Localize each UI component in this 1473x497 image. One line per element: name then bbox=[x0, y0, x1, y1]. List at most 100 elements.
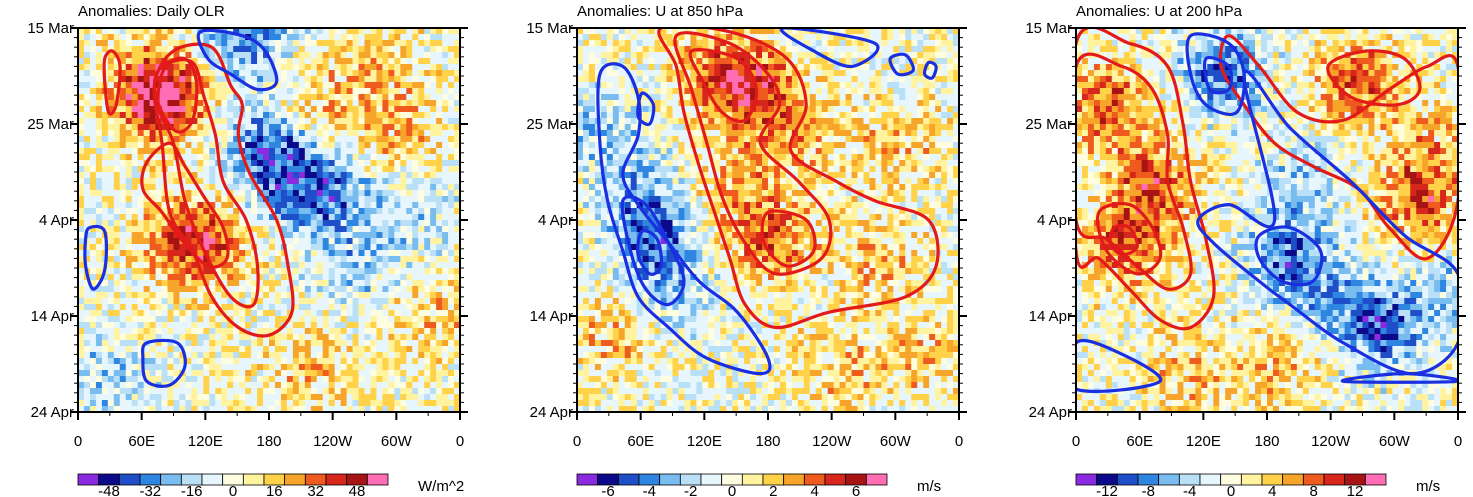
field-cell bbox=[173, 130, 181, 137]
field-cell bbox=[155, 220, 163, 227]
field-cell bbox=[394, 172, 401, 179]
field-cell bbox=[155, 244, 163, 251]
field-cell bbox=[624, 34, 632, 41]
field-cell bbox=[185, 154, 193, 161]
field-cell bbox=[382, 106, 389, 113]
field-cell bbox=[280, 328, 288, 335]
field-cell bbox=[304, 406, 312, 412]
field-cell bbox=[292, 364, 300, 371]
field-cell bbox=[263, 172, 270, 179]
field-cell bbox=[845, 58, 853, 65]
field-cell bbox=[394, 292, 401, 299]
field-cell bbox=[334, 100, 342, 107]
field-cell bbox=[113, 34, 121, 41]
field-cell bbox=[577, 70, 584, 77]
field-cell bbox=[257, 208, 264, 215]
field-cell bbox=[412, 382, 419, 389]
field-cell bbox=[274, 280, 282, 287]
field-cell bbox=[149, 166, 157, 173]
field-cell bbox=[78, 268, 85, 275]
field-cell bbox=[221, 382, 228, 389]
field-cell bbox=[370, 94, 378, 101]
field-cell bbox=[173, 280, 181, 287]
field-cell bbox=[155, 268, 163, 275]
field-cell bbox=[364, 40, 372, 47]
field-cell bbox=[280, 112, 288, 119]
field-cell bbox=[412, 298, 419, 305]
field-cell bbox=[334, 286, 342, 293]
field-cell bbox=[245, 268, 252, 275]
field-cell bbox=[953, 46, 959, 53]
field-cell bbox=[376, 316, 384, 323]
field-cell bbox=[376, 46, 384, 53]
field-cell bbox=[269, 280, 276, 287]
field-cell bbox=[364, 148, 372, 155]
field-cell bbox=[442, 280, 449, 287]
field-cell bbox=[418, 190, 425, 197]
field-cell bbox=[197, 106, 204, 113]
field-cell bbox=[732, 64, 739, 71]
field-cell bbox=[328, 238, 336, 245]
field-cell bbox=[412, 52, 419, 59]
field-cell bbox=[280, 160, 288, 167]
field-cell bbox=[107, 322, 115, 329]
field-cell bbox=[388, 46, 395, 53]
field-cell bbox=[436, 202, 443, 209]
field-cell bbox=[221, 196, 228, 203]
field-cell bbox=[430, 142, 437, 149]
field-cell bbox=[418, 274, 425, 281]
field-cell bbox=[376, 256, 384, 263]
field-cell bbox=[286, 292, 294, 299]
field-cell bbox=[845, 40, 853, 47]
field-cell bbox=[257, 142, 264, 149]
field-cell bbox=[448, 166, 455, 173]
field-cell bbox=[274, 268, 282, 275]
field-cell bbox=[708, 28, 715, 35]
field-cell bbox=[678, 52, 686, 59]
field-cell bbox=[83, 214, 91, 221]
field-cell bbox=[322, 280, 330, 287]
field-cell bbox=[316, 334, 324, 341]
field-cell bbox=[269, 358, 276, 365]
field-cell bbox=[406, 298, 413, 305]
field-cell bbox=[107, 400, 115, 407]
field-cell bbox=[696, 28, 703, 35]
field-cell bbox=[424, 136, 431, 143]
field-cell bbox=[173, 256, 181, 263]
field-cell bbox=[334, 136, 342, 143]
field-cell bbox=[430, 34, 437, 41]
field-cell bbox=[406, 340, 413, 347]
field-cell bbox=[78, 310, 85, 317]
field-cell bbox=[797, 64, 805, 71]
field-cell bbox=[442, 190, 449, 197]
field-cell bbox=[292, 64, 300, 71]
field-cell bbox=[263, 322, 270, 329]
field-cell bbox=[298, 394, 306, 401]
field-cell bbox=[690, 52, 697, 59]
field-cell bbox=[274, 40, 282, 47]
field-cell bbox=[400, 370, 407, 377]
field-cell bbox=[304, 394, 312, 401]
field-cell bbox=[923, 52, 930, 59]
field-cell bbox=[454, 328, 460, 335]
field-cell bbox=[173, 352, 181, 359]
field-cell bbox=[436, 334, 443, 341]
field-cell bbox=[394, 106, 401, 113]
field-cell bbox=[125, 244, 133, 251]
field-cell bbox=[334, 190, 342, 197]
field-cell bbox=[245, 406, 252, 412]
field-cell bbox=[322, 172, 330, 179]
field-cell bbox=[239, 178, 246, 185]
field-cell bbox=[197, 136, 204, 143]
field-cell bbox=[304, 262, 312, 269]
field-cell bbox=[400, 160, 407, 167]
field-cell bbox=[209, 196, 216, 203]
field-cell bbox=[310, 76, 318, 83]
field-cell bbox=[328, 304, 336, 311]
field-cell bbox=[352, 76, 360, 83]
field-cell bbox=[364, 142, 372, 149]
field-cell bbox=[310, 316, 318, 323]
field-cell bbox=[209, 370, 216, 377]
field-cell bbox=[322, 118, 330, 125]
field-cell bbox=[179, 220, 187, 227]
